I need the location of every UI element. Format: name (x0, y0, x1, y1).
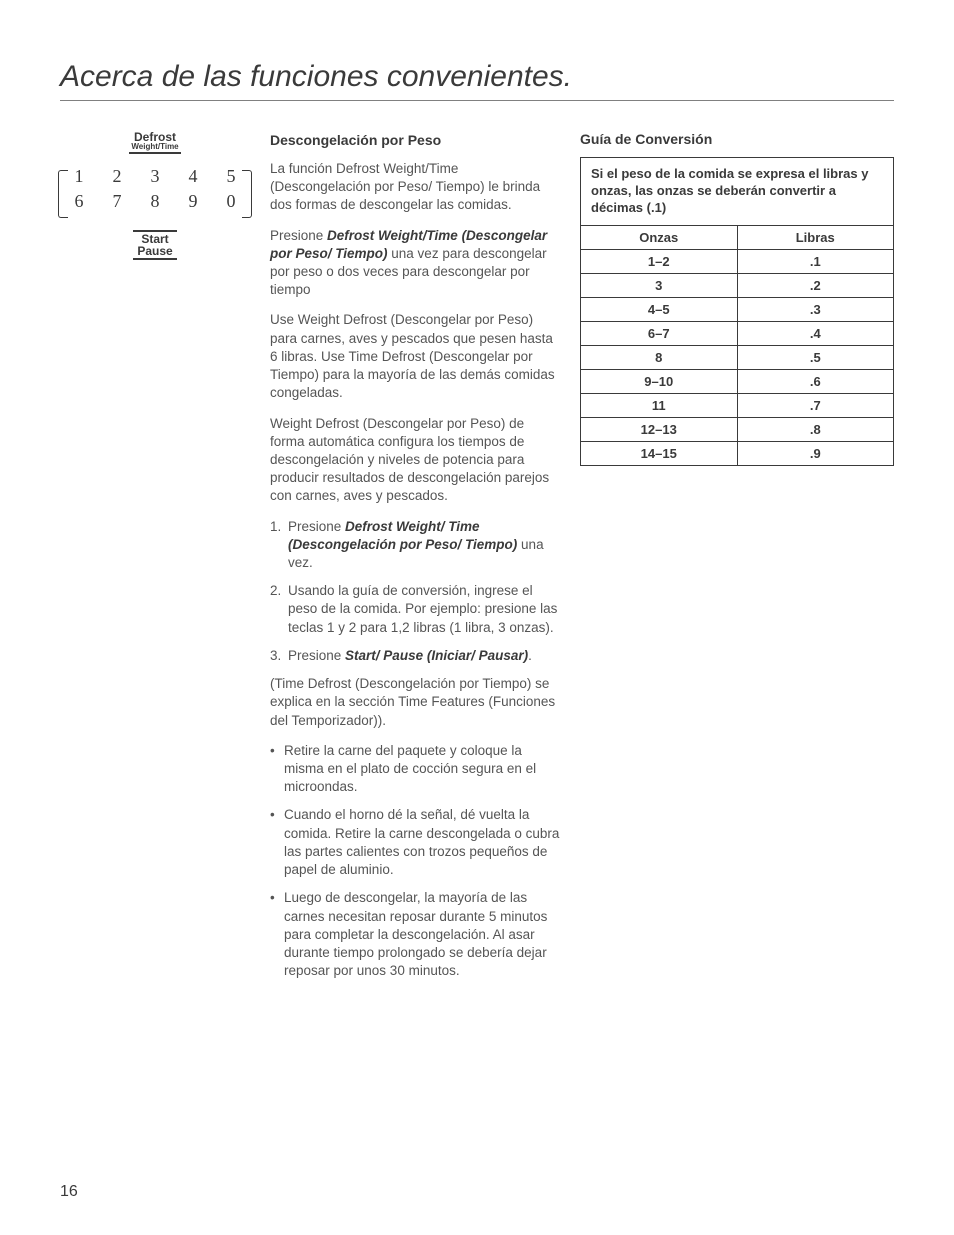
paragraph: (Time Defrost (Descongelación por Tiempo… (270, 675, 560, 730)
paragraph: Use Weight Defrost (Descongelar por Peso… (270, 311, 560, 402)
bullet-icon: • (270, 742, 284, 797)
section-heading-conversion: Guía de Conversión (580, 131, 894, 147)
section-heading-defrost: Descongelación por Peso (270, 131, 560, 150)
step-number: 3. (270, 647, 288, 665)
main-text-column: Descongelación por Peso La función Defro… (270, 131, 560, 990)
step-number: 1. (270, 518, 288, 573)
key-1: 1 (72, 166, 86, 187)
cell-onzas: 12–13 (581, 417, 738, 441)
cell-onzas: 9–10 (581, 369, 738, 393)
text: Presione (270, 228, 327, 243)
page-number: 16 (60, 1183, 78, 1201)
bullet-icon: • (270, 889, 284, 980)
key-6: 6 (72, 191, 86, 212)
step-text: Usando la guía de conversión, ingrese el… (288, 582, 560, 637)
cell-libras: .3 (737, 297, 894, 321)
step-number: 2. (270, 582, 288, 637)
cell-onzas: 11 (581, 393, 738, 417)
defrost-sublabel: Weight/Time (131, 143, 178, 151)
cell-libras: .4 (737, 321, 894, 345)
page-title: Acerca de las funciones convenientes. (60, 60, 894, 101)
col-header-libras: Libras (737, 225, 894, 249)
cell-onzas: 6–7 (581, 321, 738, 345)
cell-libras: .5 (737, 345, 894, 369)
paragraph: Presione Defrost Weight/Time (Descongela… (270, 227, 560, 300)
start-pause-button: Start Pause (133, 230, 176, 260)
key-9: 9 (186, 191, 200, 212)
key-5: 5 (224, 166, 238, 187)
table-row: 4–5.3 (581, 297, 894, 321)
bullet-icon: • (270, 806, 284, 879)
cell-libras: .9 (737, 441, 894, 465)
col-header-onzas: Onzas (581, 225, 738, 249)
bullet-item: • Cuando el horno dé la señal, dé vuelta… (270, 806, 560, 879)
step-3: 3. Presione Start/ Pause (Iniciar/ Pausa… (270, 647, 560, 665)
paragraph: La función Defrost Weight/Time (Desconge… (270, 160, 560, 215)
table-row: 8.5 (581, 345, 894, 369)
cell-onzas: 14–15 (581, 441, 738, 465)
cell-libras: .7 (737, 393, 894, 417)
conversion-column: Guía de Conversión Si el peso de la comi… (580, 131, 894, 990)
pause-label: Pause (137, 245, 172, 257)
number-keypad: 1 2 3 4 5 6 7 8 9 0 (72, 166, 238, 212)
cell-onzas: 8 (581, 345, 738, 369)
bullet-text: Cuando el horno dé la señal, dé vuelta l… (284, 806, 560, 879)
table-row: 1–2.1 (581, 249, 894, 273)
bullet-text: Luego de descongelar, la mayoría de las … (284, 889, 560, 980)
bracket-right-icon (242, 170, 252, 218)
table-row: 9–10.6 (581, 369, 894, 393)
key-7: 7 (110, 191, 124, 212)
text: . (528, 648, 532, 663)
key-3: 3 (148, 166, 162, 187)
paragraph: Weight Defrost (Descongelar por Peso) de… (270, 415, 560, 506)
keypad-panel: Defrost Weight/Time 1 2 3 4 5 6 7 (60, 131, 250, 990)
emphasis: Start/ Pause (Iniciar/ Pausar) (345, 648, 528, 663)
bullet-item: • Luego de descongelar, la mayoría de la… (270, 889, 560, 980)
cell-libras: .2 (737, 273, 894, 297)
key-8: 8 (148, 191, 162, 212)
step-2: 2. Usando la guía de conversión, ingrese… (270, 582, 560, 637)
cell-libras: .6 (737, 369, 894, 393)
defrost-button: Defrost Weight/Time (129, 131, 180, 154)
cell-onzas: 1–2 (581, 249, 738, 273)
bracket-left-icon (58, 170, 68, 218)
key-0: 0 (224, 191, 238, 212)
text: Presione (288, 519, 345, 534)
key-4: 4 (186, 166, 200, 187)
table-row: 3.2 (581, 273, 894, 297)
table-note: Si el peso de la comida se expresa el li… (581, 158, 894, 226)
cell-libras: .8 (737, 417, 894, 441)
table-row: 14–15.9 (581, 441, 894, 465)
content-area: Defrost Weight/Time 1 2 3 4 5 6 7 (60, 131, 894, 990)
table-row: 11.7 (581, 393, 894, 417)
step-1: 1. Presione Defrost Weight/ Time (Descon… (270, 518, 560, 573)
conversion-table: Si el peso de la comida se expresa el li… (580, 157, 894, 466)
cell-onzas: 3 (581, 273, 738, 297)
bullet-item: • Retire la carne del paquete y coloque … (270, 742, 560, 797)
key-2: 2 (110, 166, 124, 187)
bullet-text: Retire la carne del paquete y coloque la… (284, 742, 560, 797)
table-row: 6–7.4 (581, 321, 894, 345)
cell-onzas: 4–5 (581, 297, 738, 321)
cell-libras: .1 (737, 249, 894, 273)
table-row: 12–13.8 (581, 417, 894, 441)
text: Presione (288, 648, 345, 663)
